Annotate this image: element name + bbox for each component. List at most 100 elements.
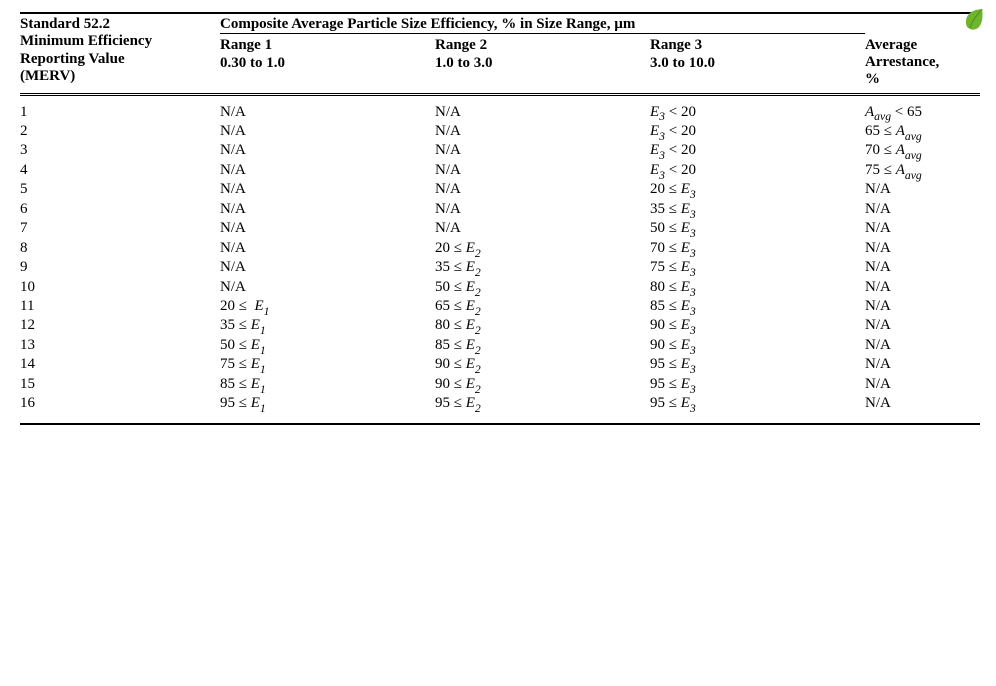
table-row: 3N/AN/AE3 < 2070 ≤ Aavg [20,142,980,161]
cell-merv: 2 [20,123,220,142]
cell-merv: 14 [20,356,220,375]
cell-arrest: 65 ≤ Aavg [865,123,980,142]
cell-range1: N/A [220,220,435,239]
cell-arrest: N/A [865,279,980,298]
cell-range3: 75 ≤ E3 [650,259,865,278]
cell-range2: 95 ≤ E2 [435,395,650,423]
cell-arrest: N/A [865,317,980,336]
cell-arrest: 70 ≤ Aavg [865,142,980,161]
cell-range2: 50 ≤ E2 [435,279,650,298]
table-row: 1695 ≤ E195 ≤ E295 ≤ E3N/A [20,395,980,423]
cell-range2: 65 ≤ E2 [435,298,650,317]
cell-range3: 20 ≤ E3 [650,181,865,200]
cell-arrest: N/A [865,220,980,239]
table-row: 1350 ≤ E185 ≤ E290 ≤ E3N/A [20,337,980,356]
table-row: 4N/AN/AE3 < 2075 ≤ Aavg [20,162,980,181]
cell-arrest: N/A [865,259,980,278]
cell-range1: N/A [220,279,435,298]
cell-merv: 6 [20,201,220,220]
table-row: 7N/AN/A50 ≤ E3N/A [20,220,980,239]
cell-arrest: N/A [865,201,980,220]
cell-range1: 95 ≤ E1 [220,395,435,423]
cell-range3: E3 < 20 [650,162,865,181]
cell-range3: 90 ≤ E3 [650,337,865,356]
cell-range2: N/A [435,220,650,239]
cell-range1: N/A [220,201,435,220]
cell-merv: 1 [20,94,220,123]
cell-range1: 50 ≤ E1 [220,337,435,356]
table-row: 6N/AN/A35 ≤ E3N/A [20,201,980,220]
cell-range3: E3 < 20 [650,142,865,161]
cell-merv: 8 [20,240,220,259]
cell-merv: 9 [20,259,220,278]
cell-range1: N/A [220,259,435,278]
cell-arrest: 75 ≤ Aavg [865,162,980,181]
cell-arrest: N/A [865,240,980,259]
cell-merv: 13 [20,337,220,356]
cell-range3: 90 ≤ E3 [650,317,865,336]
cell-arrest: Aavg < 65 [865,94,980,123]
cell-range2: 90 ≤ E2 [435,356,650,375]
cell-range2: 80 ≤ E2 [435,317,650,336]
cell-range1: N/A [220,94,435,123]
cell-range1: N/A [220,181,435,200]
cell-range2: N/A [435,142,650,161]
table-row: 2N/AN/AE3 < 2065 ≤ Aavg [20,123,980,142]
table-header: Standard 52.2 Minimum Efficiency Reporti… [20,13,980,94]
cell-range1: N/A [220,240,435,259]
cell-range1: N/A [220,162,435,181]
cell-range3: 35 ≤ E3 [650,201,865,220]
hdr-range1: Range 1 0.30 to 1.0 [220,34,435,94]
table-row: 1475 ≤ E190 ≤ E295 ≤ E3N/A [20,356,980,375]
cell-range1: 35 ≤ E1 [220,317,435,336]
cell-range3: 80 ≤ E3 [650,279,865,298]
table-row: 1585 ≤ E190 ≤ E295 ≤ E3N/A [20,376,980,395]
cell-range1: N/A [220,142,435,161]
cell-merv: 7 [20,220,220,239]
cell-range3: 95 ≤ E3 [650,356,865,375]
cell-range2: 90 ≤ E2 [435,376,650,395]
cell-merv: 12 [20,317,220,336]
hdr-merv: Standard 52.2 Minimum Efficiency Reporti… [20,13,220,94]
cell-arrest: N/A [865,376,980,395]
cell-range1: 75 ≤ E1 [220,356,435,375]
table-row: 8N/A20 ≤ E270 ≤ E3N/A [20,240,980,259]
merv-table: Standard 52.2 Minimum Efficiency Reporti… [20,12,980,425]
table-row: 1120 ≤ E165 ≤ E285 ≤ E3N/A [20,298,980,317]
cell-merv: 3 [20,142,220,161]
cell-range3: 85 ≤ E3 [650,298,865,317]
cell-range3: E3 < 20 [650,94,865,123]
table-row: 5N/AN/A20 ≤ E3N/A [20,181,980,200]
cell-range2: N/A [435,201,650,220]
leaf-icon [960,6,988,32]
cell-arrest: N/A [865,337,980,356]
cell-range1: 20 ≤ E1 [220,298,435,317]
table-row: 9N/A35 ≤ E275 ≤ E3N/A [20,259,980,278]
cell-arrest: N/A [865,298,980,317]
cell-arrest: N/A [865,395,980,423]
table-row: 10N/A50 ≤ E280 ≤ E3N/A [20,279,980,298]
cell-range2: 20 ≤ E2 [435,240,650,259]
table-body: 1N/AN/AE3 < 20Aavg < 652N/AN/AE3 < 2065 … [20,94,980,424]
cell-merv: 16 [20,395,220,423]
cell-range3: E3 < 20 [650,123,865,142]
cell-arrest: N/A [865,356,980,375]
cell-range3: 50 ≤ E3 [650,220,865,239]
cell-merv: 15 [20,376,220,395]
cell-range2: N/A [435,94,650,123]
hdr-range2: Range 2 1.0 to 3.0 [435,34,650,94]
cell-range2: N/A [435,162,650,181]
cell-range2: N/A [435,181,650,200]
table-row: 1235 ≤ E180 ≤ E290 ≤ E3N/A [20,317,980,336]
cell-merv: 10 [20,279,220,298]
cell-range2: N/A [435,123,650,142]
cell-range3: 70 ≤ E3 [650,240,865,259]
hdr-spanner: Composite Average Particle Size Efficien… [220,13,865,34]
cell-range1: 85 ≤ E1 [220,376,435,395]
cell-range2: 85 ≤ E2 [435,337,650,356]
cell-range3: 95 ≤ E3 [650,395,865,423]
table-row: 1N/AN/AE3 < 20Aavg < 65 [20,94,980,123]
cell-arrest: N/A [865,181,980,200]
cell-range2: 35 ≤ E2 [435,259,650,278]
cell-merv: 4 [20,162,220,181]
